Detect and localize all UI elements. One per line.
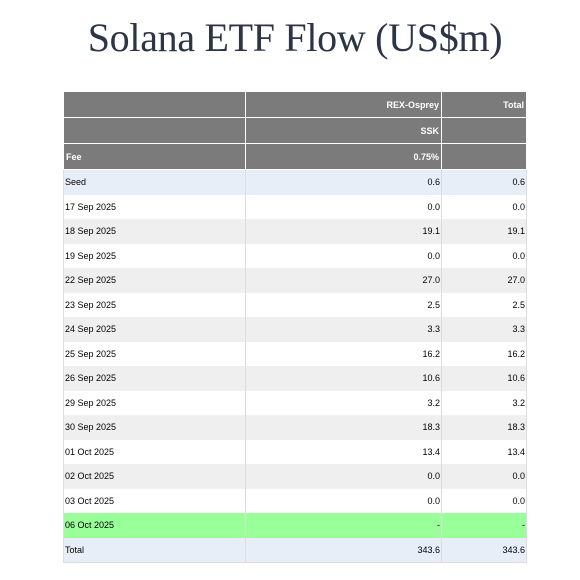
table-row: 26 Sep 2025 10.6 10.6: [63, 366, 527, 391]
header-blank-cell: [63, 91, 246, 118]
rex-osprey-cell: 10.6: [245, 366, 442, 391]
provider-header-row: REX-Osprey Total: [63, 91, 527, 118]
date-cell: 18 Sep 2025: [63, 219, 246, 244]
ticker-ssk: SSK: [245, 117, 442, 144]
table-row: 18 Sep 2025 19.1 19.1: [63, 219, 527, 244]
etf-flow-table: REX-Osprey Total SSK Fee 0.75% Seed 0.6 0.…: [63, 91, 527, 563]
rex-osprey-cell: -: [245, 513, 442, 538]
date-cell: 23 Sep 2025: [63, 292, 246, 317]
total-total: 343.6: [441, 537, 527, 563]
total-cell: 2.5: [441, 292, 527, 317]
date-cell: 01 Oct 2025: [63, 439, 246, 464]
date-cell: 03 Oct 2025: [63, 488, 246, 513]
ticker-header-row: SSK: [63, 117, 527, 144]
header-total: Total: [441, 91, 527, 118]
fee-rex-osprey: 0.75%: [245, 143, 442, 170]
total-cell: 3.3: [441, 317, 527, 342]
total-cell: 19.1: [441, 219, 527, 244]
page-title: Solana ETF Flow (US$m): [87, 15, 503, 60]
rex-osprey-cell: 0.6: [245, 169, 442, 195]
total-cell: 16.2: [441, 341, 527, 366]
rex-osprey-cell: 0.0: [245, 194, 442, 219]
table-row: Seed 0.6 0.6: [63, 169, 527, 195]
table-row: 29 Sep 2025 3.2 3.2: [63, 390, 527, 415]
fee-header-row: Fee 0.75%: [63, 143, 527, 170]
rex-osprey-cell: 19.1: [245, 219, 442, 244]
table-row: 03 Oct 2025 0.0 0.0: [63, 488, 527, 513]
date-cell: 29 Sep 2025: [63, 390, 246, 415]
date-cell: Seed: [63, 169, 246, 195]
rex-osprey-cell: 3.2: [245, 390, 442, 415]
date-cell: 25 Sep 2025: [63, 341, 246, 366]
table-row: 23 Sep 2025 2.5 2.5: [63, 292, 527, 317]
flow-table-body: Seed 0.6 0.6 17 Sep 2025 0.0 0.0 18 Sep 2025 19…: [63, 169, 527, 538]
total-cell: 10.6: [441, 366, 527, 391]
date-cell: 30 Sep 2025: [63, 415, 246, 440]
total-cell: -: [441, 513, 527, 538]
ticker-total-blank: [441, 117, 527, 144]
total-cell: 0.0: [441, 194, 527, 219]
date-cell: 06 Oct 2025: [63, 513, 246, 538]
rex-osprey-cell: 0.0: [245, 243, 442, 268]
rex-osprey-cell: 0.0: [245, 488, 442, 513]
rex-osprey-cell: 16.2: [245, 341, 442, 366]
table-row: 24 Sep 2025 3.3 3.3: [63, 317, 527, 342]
table-row: 22 Sep 2025 27.0 27.0: [63, 268, 527, 293]
date-cell: 17 Sep 2025: [63, 194, 246, 219]
rex-osprey-cell: 3.3: [245, 317, 442, 342]
rex-osprey-cell: 2.5: [245, 292, 442, 317]
fee-label: Fee: [63, 143, 246, 170]
total-label: Total: [63, 537, 246, 563]
table-row: 17 Sep 2025 0.0 0.0: [63, 194, 527, 219]
total-cell: 0.0: [441, 488, 527, 513]
total-cell: 0.0: [441, 243, 527, 268]
total-cell: 27.0: [441, 268, 527, 293]
date-cell: 24 Sep 2025: [63, 317, 246, 342]
rex-osprey-cell: 18.3: [245, 415, 442, 440]
total-cell: 0.6: [441, 169, 527, 195]
table-row: 25 Sep 2025 16.2 16.2: [63, 341, 527, 366]
table-row: 30 Sep 2025 18.3 18.3: [63, 415, 527, 440]
fee-total-blank: [441, 143, 527, 170]
rex-osprey-cell: 27.0: [245, 268, 442, 293]
table-row: 02 Oct 2025 0.0 0.0: [63, 464, 527, 489]
date-cell: 02 Oct 2025: [63, 464, 246, 489]
header-rex-osprey: REX-Osprey: [245, 91, 442, 118]
total-cell: 0.0: [441, 464, 527, 489]
rex-osprey-cell: 13.4: [245, 439, 442, 464]
rex-osprey-cell: 0.0: [245, 464, 442, 489]
total-cell: 13.4: [441, 439, 527, 464]
table-row: 06 Oct 2025- -: [63, 513, 527, 538]
table-row: 19 Sep 2025 0.0 0.0: [63, 243, 527, 268]
date-cell: 19 Sep 2025: [63, 243, 246, 268]
total-rex-osprey: 343.6: [245, 537, 442, 563]
total-cell: 18.3: [441, 415, 527, 440]
total-cell: 3.2: [441, 390, 527, 415]
ticker-blank-cell: [63, 117, 246, 144]
table-row: 01 Oct 2025 13.4 13.4: [63, 439, 527, 464]
date-cell: 26 Sep 2025: [63, 366, 246, 391]
total-row: Total 343.6 343.6: [63, 537, 527, 563]
date-cell: 22 Sep 2025: [63, 268, 246, 293]
